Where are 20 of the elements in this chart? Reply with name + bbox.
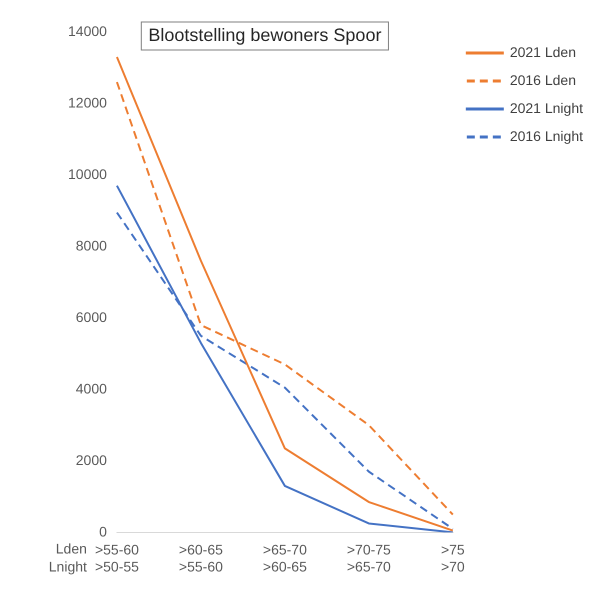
- text: Lnight: [48, 558, 88, 574]
- legend-label: 2021 Lnight: [510, 100, 584, 116]
- legend-label: 2016 Lden: [510, 72, 576, 88]
- x-tick-label: >70-75 >65-70: [346, 542, 392, 574]
- legend-label: 2021 Lden: [510, 44, 576, 60]
- chart-title: Blootstelling bewoners Spoor: [148, 24, 382, 45]
- legend-label: 2016 Lnight: [510, 128, 584, 144]
- y-tick-label: 12000: [68, 94, 108, 110]
- y-tick-label: 8000: [76, 237, 108, 254]
- y-tick-label: 10000: [68, 166, 108, 182]
- text: Lden: [56, 540, 87, 556]
- y-tick-label: 2000: [76, 452, 108, 468]
- x-tick-label: >60-65 >55-60: [178, 542, 224, 574]
- x-tick-label: >55-60 >50-55: [94, 542, 140, 574]
- x-tick-label: >65-70 >60-65: [262, 542, 308, 574]
- y-tick-label: 14000: [68, 22, 108, 39]
- y-tick-label: 4000: [76, 380, 108, 396]
- y-tick-label: 6000: [76, 308, 108, 325]
- y-tick-label: 0: [99, 523, 108, 540]
- x-tick-label: >75 >70: [440, 542, 465, 574]
